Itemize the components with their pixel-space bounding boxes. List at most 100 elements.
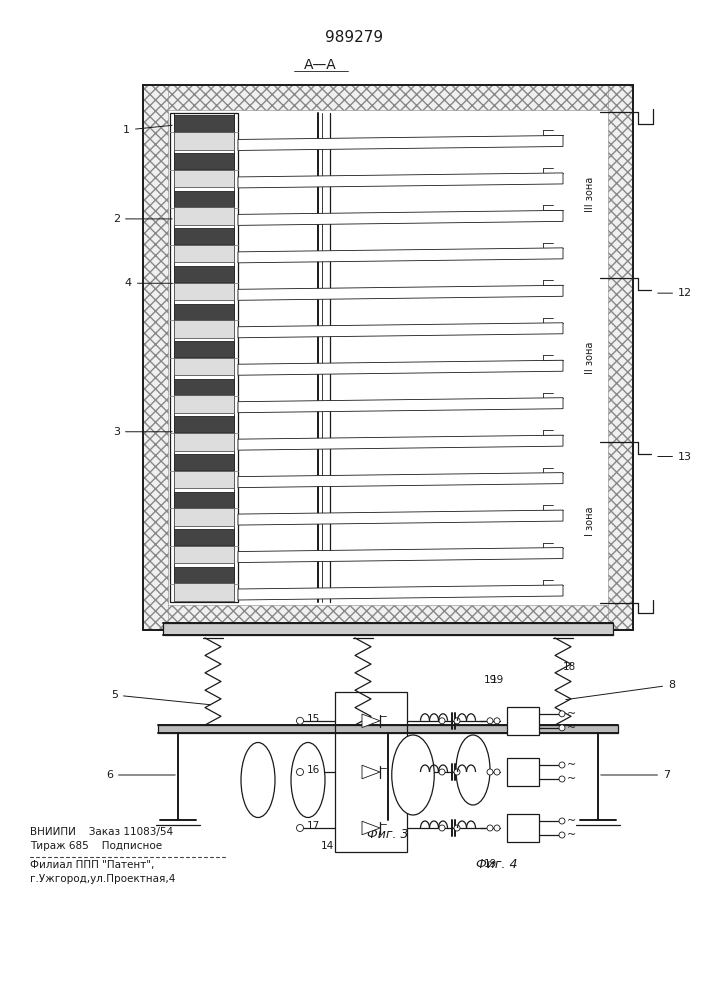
Circle shape <box>296 717 303 724</box>
Polygon shape <box>174 115 234 132</box>
Polygon shape <box>158 725 618 733</box>
Circle shape <box>439 769 445 775</box>
Circle shape <box>559 818 565 824</box>
Polygon shape <box>174 283 234 300</box>
Polygon shape <box>174 395 234 413</box>
Text: 5: 5 <box>111 690 210 705</box>
Ellipse shape <box>291 742 325 818</box>
Text: 19: 19 <box>484 675 496 685</box>
Polygon shape <box>238 548 563 563</box>
Text: 3: 3 <box>113 427 173 437</box>
Text: 7: 7 <box>601 770 670 780</box>
Circle shape <box>559 832 565 838</box>
Circle shape <box>296 824 303 832</box>
Polygon shape <box>174 416 234 432</box>
Text: 17: 17 <box>307 821 320 831</box>
Polygon shape <box>174 546 234 563</box>
Circle shape <box>454 718 460 724</box>
Text: 1: 1 <box>123 125 173 135</box>
Polygon shape <box>174 529 234 545</box>
Text: Фиг. 4: Фиг. 4 <box>477 858 518 871</box>
Text: 16: 16 <box>307 765 320 775</box>
Text: ~: ~ <box>567 816 576 826</box>
Text: 8: 8 <box>566 680 675 700</box>
Text: I зона: I зона <box>585 506 595 536</box>
Polygon shape <box>238 173 563 188</box>
Text: 2: 2 <box>113 214 173 224</box>
Polygon shape <box>174 508 234 526</box>
Text: ВНИИПИ    Заказ 11083/54: ВНИИПИ Заказ 11083/54 <box>30 827 173 837</box>
Text: 19: 19 <box>484 859 496 869</box>
Polygon shape <box>143 85 168 630</box>
Polygon shape <box>143 85 633 110</box>
Polygon shape <box>174 191 234 207</box>
Polygon shape <box>238 585 563 600</box>
Circle shape <box>559 711 565 717</box>
Circle shape <box>487 718 493 724</box>
Text: A—A: A—A <box>303 58 337 72</box>
Polygon shape <box>238 285 563 300</box>
Polygon shape <box>507 814 539 842</box>
Polygon shape <box>174 132 234 150</box>
Text: 6: 6 <box>106 770 175 780</box>
Polygon shape <box>238 210 563 225</box>
Polygon shape <box>238 135 563 150</box>
Polygon shape <box>174 567 234 583</box>
Circle shape <box>559 725 565 731</box>
Polygon shape <box>362 765 380 779</box>
Polygon shape <box>238 435 563 450</box>
Polygon shape <box>238 360 563 375</box>
Polygon shape <box>163 623 613 635</box>
Polygon shape <box>174 153 234 169</box>
Polygon shape <box>174 245 234 262</box>
Circle shape <box>559 776 565 782</box>
Polygon shape <box>174 471 234 488</box>
Ellipse shape <box>392 735 434 815</box>
Text: III зона: III зона <box>585 177 595 212</box>
Polygon shape <box>174 266 234 282</box>
Polygon shape <box>238 473 563 488</box>
Circle shape <box>494 825 500 831</box>
Text: Филиал ППП "Патент",: Филиал ППП "Патент", <box>30 860 154 870</box>
Text: 15: 15 <box>307 714 320 724</box>
Polygon shape <box>174 207 234 225</box>
Text: 14: 14 <box>320 841 334 851</box>
Circle shape <box>559 762 565 768</box>
Text: II зона: II зона <box>585 341 595 374</box>
Polygon shape <box>362 821 380 835</box>
Polygon shape <box>174 454 234 470</box>
Polygon shape <box>608 85 633 630</box>
Polygon shape <box>174 170 234 187</box>
Circle shape <box>439 718 445 724</box>
Circle shape <box>487 769 493 775</box>
Text: ~: ~ <box>567 709 576 719</box>
Polygon shape <box>174 379 234 395</box>
Polygon shape <box>238 323 563 338</box>
Polygon shape <box>174 228 234 244</box>
Polygon shape <box>143 605 633 630</box>
Text: ~: ~ <box>567 760 576 770</box>
Polygon shape <box>362 714 380 728</box>
Text: Фиг. 3: Фиг. 3 <box>367 828 409 842</box>
Circle shape <box>487 825 493 831</box>
Polygon shape <box>238 398 563 413</box>
Text: ~: ~ <box>567 774 576 784</box>
Polygon shape <box>507 758 539 786</box>
Polygon shape <box>174 341 234 357</box>
Text: 4: 4 <box>125 278 173 288</box>
Text: 13: 13 <box>658 452 692 462</box>
Polygon shape <box>174 304 234 320</box>
Polygon shape <box>174 433 234 451</box>
Polygon shape <box>238 248 563 263</box>
Text: 12: 12 <box>658 288 692 298</box>
Polygon shape <box>174 583 234 601</box>
Circle shape <box>454 769 460 775</box>
Polygon shape <box>174 358 234 375</box>
Text: 18: 18 <box>562 662 575 672</box>
Ellipse shape <box>241 742 275 818</box>
Circle shape <box>494 718 500 724</box>
Text: ~: ~ <box>567 830 576 840</box>
Circle shape <box>296 768 303 776</box>
Polygon shape <box>174 320 234 338</box>
Circle shape <box>439 825 445 831</box>
